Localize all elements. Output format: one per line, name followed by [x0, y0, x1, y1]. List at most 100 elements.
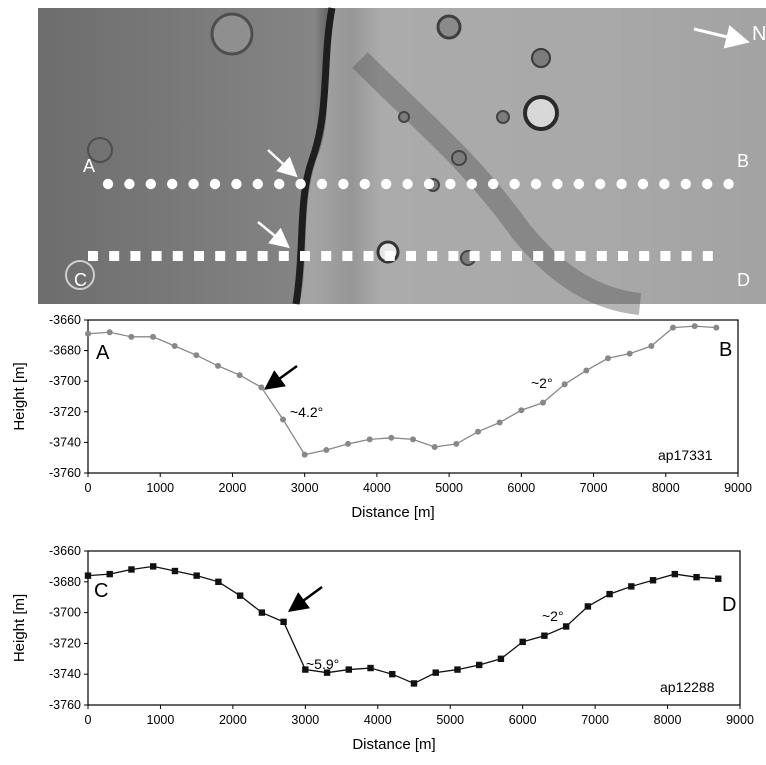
track-point-ab — [595, 178, 606, 190]
crater — [398, 111, 410, 123]
data-point — [540, 399, 546, 406]
track-point-ab — [188, 178, 199, 190]
data-point — [150, 563, 157, 570]
data-point — [106, 329, 113, 336]
track-point-cd — [342, 251, 353, 261]
profile-label-c: C — [74, 270, 87, 290]
track-id-label: ap17331 — [658, 447, 713, 463]
data-point — [628, 583, 635, 590]
x-axis-title: Distance [m] — [351, 504, 434, 521]
x-tick-label: 0 — [85, 481, 92, 495]
data-point — [85, 330, 91, 337]
data-point — [518, 407, 525, 414]
track-point-ab — [530, 178, 542, 190]
track-point-ab — [723, 178, 734, 190]
crater — [496, 110, 510, 124]
data-point — [345, 666, 352, 673]
track-point-cd — [109, 251, 120, 261]
data-point — [323, 669, 331, 676]
track-point-ab — [102, 178, 114, 190]
scarp-arrow-icon — [263, 364, 298, 390]
x-tick-label: 4000 — [363, 481, 391, 495]
data-point — [561, 381, 568, 388]
track-point-cd — [702, 251, 713, 261]
data-point — [236, 372, 243, 379]
x-tick-label: 6000 — [509, 713, 537, 727]
x-tick-label: 7000 — [580, 481, 608, 495]
y-tick-label: -3740 — [49, 667, 81, 681]
x-tick-label: 3000 — [291, 481, 319, 495]
track-point-ab — [145, 178, 156, 190]
crater — [531, 48, 551, 68]
data-point — [258, 384, 265, 391]
track-point-ab — [231, 178, 242, 190]
start-point-label: C — [94, 580, 108, 602]
track-point-ab — [423, 178, 435, 190]
data-point — [171, 343, 178, 350]
x-tick-label: 6000 — [507, 481, 535, 495]
y-axis-title: Height [m] — [11, 362, 28, 430]
slope-angle-left: ~5.9° — [306, 656, 339, 672]
data-point — [410, 680, 418, 687]
track-point-cd — [236, 251, 247, 261]
x-tick-label: 8000 — [652, 481, 680, 495]
track-point-ab — [616, 178, 627, 190]
data-point — [541, 632, 548, 639]
data-point — [215, 362, 221, 369]
plot-frame — [87, 319, 739, 474]
north-arrow-icon — [693, 25, 750, 49]
profile-track-cd — [88, 251, 713, 261]
track-point-cd — [660, 251, 671, 261]
height-profile-chart-cd: -3660 -3680 -3700 -3720 -3740 -3760 0 1000 2000 3… — [11, 544, 754, 753]
track-point-ab — [274, 178, 285, 190]
x-tick-label: 5000 — [435, 481, 463, 495]
crater — [210, 12, 254, 56]
track-point-cd — [596, 251, 607, 261]
track-point-cd — [681, 251, 692, 261]
data-point — [236, 592, 244, 599]
y-tick-label: -3740 — [49, 435, 81, 449]
data-point — [128, 566, 135, 573]
data-point — [606, 590, 613, 598]
slope-angle-right: ~2° — [542, 608, 564, 624]
scarp-arrow-lower — [257, 221, 290, 249]
data-point — [301, 451, 308, 458]
track-point-ab — [252, 178, 263, 190]
scarp-arrow-icon — [287, 585, 323, 612]
end-point-label: D — [722, 594, 736, 616]
bright-plateau — [300, 8, 766, 304]
data-point — [410, 436, 416, 443]
x-tick-label: 5000 — [436, 713, 464, 727]
track-point-cd — [406, 251, 416, 261]
x-tick-label: 8000 — [654, 713, 682, 727]
track-point-ab — [573, 178, 584, 190]
crater — [451, 150, 467, 166]
x-axis-title: Distance [m] — [352, 736, 435, 753]
data-point — [302, 666, 309, 673]
data-point — [476, 661, 483, 669]
track-point-cd — [278, 251, 289, 261]
data-point — [605, 355, 611, 362]
track-point-ab — [295, 178, 306, 190]
data-point — [715, 575, 722, 582]
plot-frame — [87, 550, 741, 706]
data-point — [171, 567, 179, 575]
track-point-cd — [469, 251, 480, 261]
data-point — [454, 666, 461, 673]
height-profile-chart-ab: -3660 -3680 -3700 -3720 -3740 -3760 0 1000 2000 3… — [11, 313, 752, 521]
data-point — [193, 572, 200, 579]
data-point — [670, 324, 676, 331]
end-point-label: B — [719, 339, 732, 361]
data-point — [280, 416, 286, 423]
series-line — [87, 325, 717, 456]
track-point-ab — [381, 178, 392, 190]
data-point — [562, 623, 570, 630]
data-point — [432, 669, 439, 676]
data-point — [519, 638, 526, 646]
track-point-cd — [363, 251, 374, 261]
x-tick-label: 1000 — [147, 713, 175, 727]
track-point-cd — [533, 251, 544, 261]
track-point-cd — [448, 251, 459, 261]
data-point — [626, 350, 633, 357]
